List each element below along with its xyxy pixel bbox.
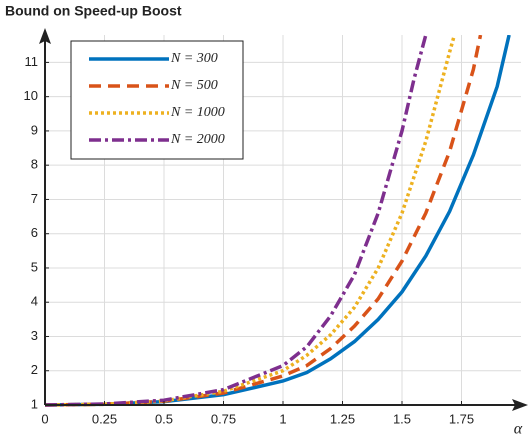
series-line: [45, 35, 428, 407]
series-line: [45, 35, 457, 407]
legend: N = 300 N = 500 N = 1000 N = 2000: [70, 40, 244, 160]
x-tick-label: 0.25: [92, 411, 117, 426]
y-tick-label: 10: [24, 88, 38, 103]
axes: 0 0.25 0.5 0.75 1 1.25 1.5 1.75 1 2 3 4 5 6 7 8 9 10 11: [24, 28, 528, 426]
y-tick-label: 1: [31, 396, 38, 411]
x-axis-label: α: [514, 421, 523, 438]
x-axis-arrow: [512, 399, 528, 411]
x-tick-label: 1.25: [330, 411, 355, 426]
legend-label: N = 300: [170, 51, 218, 66]
plot-area: [45, 35, 511, 407]
legend-label: N = 1000: [170, 105, 225, 120]
x-tick-label: 1: [279, 411, 286, 426]
x-tick-label: 1.5: [393, 411, 411, 426]
x-tick-label: 0.75: [211, 411, 236, 426]
y-tick-label: 6: [31, 225, 38, 240]
x-tick-label: 0.5: [155, 411, 173, 426]
x-tick-label: 0: [41, 411, 48, 426]
y-tick-label: 9: [31, 122, 38, 137]
y-tick-label: 4: [31, 294, 38, 309]
y-tick-label: 11: [25, 54, 39, 69]
x-tick-label: 1.75: [449, 411, 474, 426]
chart-title: Bound on Speed-up Boost: [5, 3, 182, 19]
y-tick-label: 3: [31, 328, 38, 343]
series-line: [45, 35, 483, 407]
y-axis-arrow: [39, 28, 51, 44]
legend-label: N = 2000: [170, 132, 225, 147]
legend-label: N = 500: [170, 78, 218, 93]
y-tick-label: 7: [31, 191, 38, 206]
grid: [44, 35, 521, 406]
y-tick-label: 5: [31, 259, 38, 274]
y-tick-label: 8: [31, 157, 38, 172]
y-tick-label: 2: [31, 362, 38, 377]
